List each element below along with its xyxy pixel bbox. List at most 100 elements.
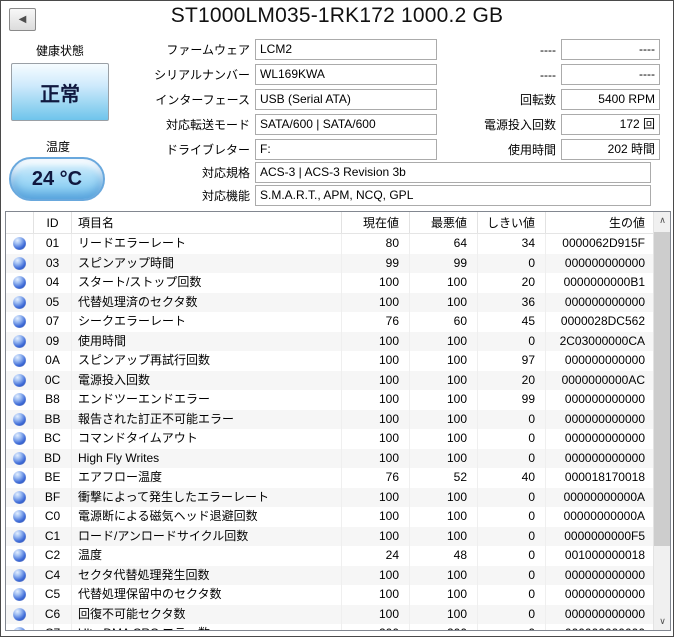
table-row[interactable]: C2 温度 24 48 0 001000000018 — [6, 546, 653, 566]
current-value-cell: 100 — [342, 487, 410, 507]
raw-value-cell: 000000000000 — [564, 392, 645, 406]
header-id[interactable]: ID — [34, 212, 72, 233]
firmware-row: ファームウェア LCM2 — [141, 39, 437, 60]
serial-field[interactable]: WL169KWA — [255, 64, 437, 85]
features-label: 対応機能 — [201, 189, 250, 203]
current-value-cell: 99 — [342, 253, 410, 273]
temperature-button[interactable]: 24 °C — [9, 157, 105, 201]
threshold-cell: 99 — [478, 390, 546, 410]
scroll-down-button[interactable]: ∨ — [654, 613, 670, 630]
attribute-id-cell: 09 — [34, 331, 72, 351]
attribute-id-cell: BF — [34, 487, 72, 507]
power-on-hours-field[interactable]: 202 時間 — [561, 139, 660, 160]
status-cell — [6, 312, 34, 332]
status-cell — [6, 253, 34, 273]
table-row[interactable]: 09 使用時間 100 100 0 2C03000000CA — [6, 331, 653, 351]
status-cell — [6, 565, 34, 585]
smart-attribute-table: ID 項目名 現在値 最悪値 しきい値 生の値 01 リードエラーレート 80 … — [5, 211, 671, 631]
current-value-cell: 100 — [342, 604, 410, 624]
status-orb-icon — [13, 451, 26, 465]
current-value-cell: 100 — [342, 351, 410, 371]
current-value-cell: 100 — [342, 429, 410, 449]
table-row[interactable]: BF 衝撃によって発生したエラーレート 100 100 0 0000000000… — [6, 487, 653, 507]
worst-value-cell: 100 — [410, 487, 478, 507]
table-row[interactable]: BB 報告された訂正不可能エラー 100 100 0 000000000000 — [6, 409, 653, 429]
header-attribute-name[interactable]: 項目名 — [72, 212, 342, 233]
threshold-cell: 20 — [478, 370, 546, 390]
table-row[interactable]: 0A スピンアップ再試行回数 100 100 97 000000000000 — [6, 351, 653, 371]
table-row[interactable]: C1 ロード/アンロードサイクル回数 100 100 0 0000000000F… — [6, 526, 653, 546]
current-value-cell: 100 — [342, 409, 410, 429]
attribute-name-cell: リードエラーレート — [72, 234, 342, 254]
scrollbar-thumb[interactable] — [654, 232, 670, 546]
status-cell — [6, 585, 34, 605]
header-current-value[interactable]: 現在値 — [342, 212, 410, 233]
table-row[interactable]: BC コマンドタイムアウト 100 100 0 000000000000 — [6, 429, 653, 449]
threshold-cell: 0 — [478, 448, 546, 468]
table-row[interactable]: C5 代替処理保留中のセクタ数 100 100 0 000000000000 — [6, 585, 653, 605]
header-worst-value[interactable]: 最悪値 — [410, 212, 478, 233]
table-row[interactable]: C4 セクタ代替処理発生回数 100 100 0 000000000000 — [6, 565, 653, 585]
current-value-cell: 100 — [342, 292, 410, 312]
power-on-hours-row: 使用時間 202 時間 — [441, 139, 660, 160]
worst-value-cell: 100 — [410, 351, 478, 371]
raw-value-cell: 001000000018 — [564, 548, 645, 562]
attribute-name-cell: スピンアップ再試行回数 — [72, 351, 342, 371]
threshold-cell: 0 — [478, 409, 546, 429]
rotation-rate-field[interactable]: 5400 RPM — [561, 89, 660, 110]
table-row[interactable]: C6 回復不可能セクタ数 100 100 0 000000000000 — [6, 604, 653, 624]
worst-value-cell: 100 — [410, 585, 478, 605]
firmware-field[interactable]: LCM2 — [255, 39, 437, 60]
health-status-label: 健康状態 — [35, 44, 84, 58]
interface-field[interactable]: USB (Serial ATA) — [255, 89, 437, 110]
status-cell — [6, 273, 34, 293]
standard-label: 対応規格 — [201, 166, 250, 180]
power-on-count-label: 電源投入回数 — [483, 118, 556, 132]
table-row[interactable]: BE エアフロー温度 76 52 40 000018170018 — [6, 468, 653, 488]
header-threshold[interactable]: しきい値 — [478, 212, 546, 233]
serial-row: シリアルナンバー WL169KWA — [141, 64, 437, 85]
raw-value-cell: 000000000000 — [546, 624, 653, 630]
table-row[interactable]: C7 UltraDMA CRC エラー数 200 200 0 000000000… — [6, 624, 653, 630]
table-row[interactable]: B8 エンドツーエンドエラー 100 100 99 000000000000 — [6, 390, 653, 410]
status-cell — [6, 370, 34, 390]
table-row[interactable]: 07 シークエラーレート 76 60 45 0000028DC562 — [6, 312, 653, 332]
attribute-id-cell: C1 — [34, 526, 72, 546]
back-arrow-icon: ◀ — [18, 14, 27, 25]
table-row[interactable]: C0 電源断による磁気ヘッド退避回数 100 100 0 00000000000… — [6, 507, 653, 527]
status-orb-icon — [13, 412, 26, 426]
health-status-button[interactable]: 正常 — [11, 63, 109, 121]
current-value-cell: 100 — [342, 526, 410, 546]
stat-field-1[interactable]: ---- — [561, 39, 660, 60]
stat-field-2[interactable]: ---- — [561, 64, 660, 85]
table-row[interactable]: 04 スタート/ストップ回数 100 100 20 0000000000B1 — [6, 273, 653, 293]
transfer-mode-field[interactable]: SATA/600 | SATA/600 — [255, 114, 437, 135]
attribute-name-cell: UltraDMA CRC エラー数 — [72, 624, 342, 630]
table-row[interactable]: 01 リードエラーレート 80 64 34 0000062D915F — [6, 234, 653, 254]
threshold-cell: 0 — [478, 507, 546, 527]
drive-letter-field[interactable]: F: — [255, 139, 437, 160]
power-on-count-field[interactable]: 172 回 — [561, 114, 660, 135]
scroll-up-button[interactable]: ∧ — [654, 212, 670, 229]
table-scrollbar[interactable]: ∧ ∨ — [653, 212, 670, 630]
raw-value-cell: 0000000000B1 — [563, 275, 645, 289]
raw-value-cell: 0000062D915F — [562, 236, 645, 250]
status-cell — [6, 448, 34, 468]
raw-value-cell: 000000000000 — [564, 353, 645, 367]
header-raw-value[interactable]: 生の値 — [608, 216, 645, 230]
current-value-cell: 100 — [342, 370, 410, 390]
worst-value-cell: 200 — [410, 624, 478, 630]
current-value-cell: 100 — [342, 331, 410, 351]
features-field[interactable]: S.M.A.R.T., APM, NCQ, GPL — [255, 185, 651, 206]
worst-value-cell: 48 — [410, 546, 478, 566]
table-row[interactable]: 0C 電源投入回数 100 100 20 0000000000AC — [6, 370, 653, 390]
table-row[interactable]: BD High Fly Writes 100 100 0 00000000000… — [6, 448, 653, 468]
table-row[interactable]: 05 代替処理済のセクタ数 100 100 36 000000000000 — [6, 292, 653, 312]
back-button[interactable]: ◀ — [9, 8, 36, 31]
standard-field[interactable]: ACS-3 | ACS-3 Revision 3b — [255, 162, 651, 183]
status-orb-icon — [13, 334, 26, 348]
status-orb-icon — [13, 627, 26, 630]
attribute-id-cell: 07 — [34, 312, 72, 332]
header-status-column[interactable] — [6, 212, 34, 233]
table-row[interactable]: 03 スピンアップ時間 99 99 0 000000000000 — [6, 253, 653, 273]
